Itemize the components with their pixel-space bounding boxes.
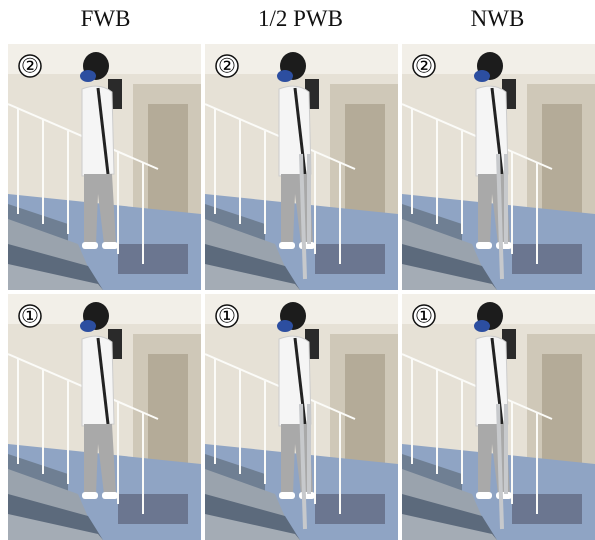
column-header: FWB [8, 6, 203, 32]
step-label: ② [415, 54, 433, 78]
step-label: ① [218, 304, 236, 328]
figure: FWB 1/2 PWB NWB [0, 0, 595, 540]
panel: ② [205, 44, 398, 290]
column-header: NWB [400, 6, 595, 32]
panel: ② [8, 44, 201, 290]
step-label: ① [415, 304, 433, 328]
panel: ① [8, 294, 201, 540]
step-label: ② [218, 54, 236, 78]
step-label: ② [21, 54, 39, 78]
panel: ① [402, 294, 595, 540]
column-header: 1/2 PWB [203, 6, 398, 32]
panel: ① [205, 294, 398, 540]
photo-grid: ② ② ② ① ① ① [0, 42, 595, 540]
panel: ② [402, 44, 595, 290]
step-label: ① [21, 304, 39, 328]
